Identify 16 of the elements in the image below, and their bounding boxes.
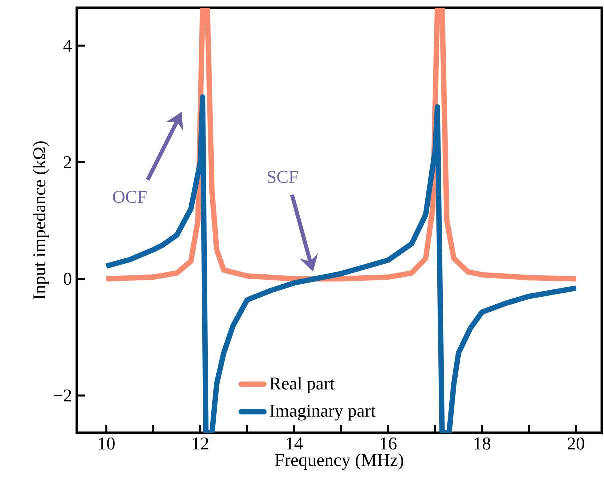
legend-label: Real part <box>270 377 335 394</box>
y-tick-label: 0 <box>64 273 72 286</box>
y-tick-label: 2 <box>64 156 72 168</box>
legend-label: Imaginary part <box>270 404 376 421</box>
annotation: SCF <box>268 171 298 184</box>
x-tick-label: 16 <box>380 438 397 450</box>
x-tick-label: 18 <box>474 438 491 450</box>
x-axis-title: Frequency (MHz) <box>275 454 404 470</box>
y-tick-label: 4 <box>64 40 72 52</box>
y-tick-label: −2 <box>54 390 72 402</box>
x-tick-label: 20 <box>568 438 584 450</box>
y-axis-title: Input impedance (kΩ) <box>33 142 50 300</box>
x-tick-label: 10 <box>99 438 115 450</box>
x-tick-label: 14 <box>287 438 304 450</box>
x-tick-label: 12 <box>193 438 209 450</box>
annotation: OCF <box>113 191 147 204</box>
